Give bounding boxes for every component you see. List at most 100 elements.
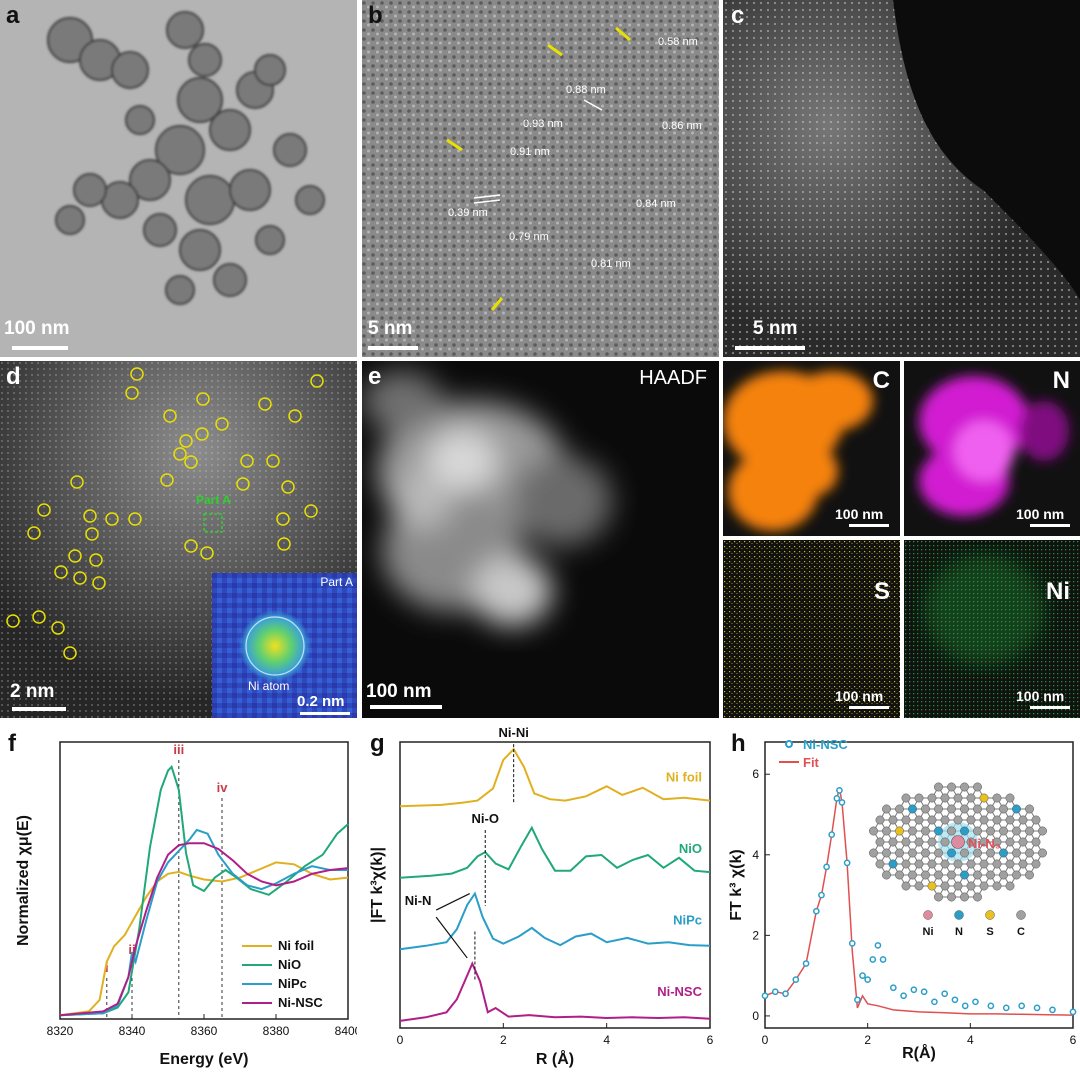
x-axis-label: R (Å) [536, 1049, 574, 1068]
data-point [1002, 1004, 1010, 1012]
panel-label-c: c [731, 2, 745, 29]
atom-c [914, 881, 924, 891]
atom-c [908, 848, 917, 858]
data-point [874, 942, 882, 949]
data-point [910, 986, 918, 994]
atom-c [979, 859, 989, 869]
eds-label-n: N [1052, 367, 1070, 394]
data-point [802, 960, 810, 967]
atom-c [875, 815, 885, 825]
data-point [1033, 1004, 1041, 1012]
data-point [812, 907, 820, 915]
atom-c [934, 892, 943, 902]
x-tick-label-4: 8400 [335, 1024, 357, 1038]
atom-c [947, 892, 956, 902]
scale-text-e: 100 nm [366, 681, 432, 702]
atom-c [934, 804, 943, 814]
y-axis-label: Normalized χμ(E) [15, 815, 32, 946]
data-point [818, 891, 825, 899]
series-line-ni-foil [399, 747, 711, 808]
atom-c [1005, 837, 1015, 847]
y-tick-label-3: 6 [752, 767, 759, 781]
atom-c [973, 892, 982, 902]
atom-c [986, 804, 995, 814]
atom-c [882, 804, 891, 814]
series-label-3: Ni-NSC [657, 984, 702, 999]
eds-label-ni: Ni [1046, 578, 1070, 605]
atom-c [966, 837, 976, 847]
atom-c [895, 848, 904, 858]
atom-c [973, 804, 982, 814]
atom-c [1025, 826, 1034, 836]
atom-c [992, 837, 1002, 847]
atom-c [921, 848, 930, 858]
legend-label-1: NiO [278, 957, 301, 972]
atom-c [1018, 815, 1028, 825]
panel-label-g: g [370, 730, 385, 757]
atom-c [960, 782, 969, 792]
atom-c [1031, 837, 1041, 847]
data-point [1049, 1006, 1056, 1014]
data-point [1018, 1002, 1026, 1010]
series-line-nio [399, 825, 711, 879]
inset-scale-text: 0.2 nm [297, 693, 345, 710]
atom-c [875, 859, 885, 869]
legend-atom-3 [1016, 910, 1026, 920]
data-point [941, 990, 949, 998]
legend-atom-2 [985, 910, 995, 920]
scale-bar-e [370, 705, 442, 709]
atom-c [940, 793, 950, 803]
ni-n3-structure-inset: Ni-N₃ Ni N S C [869, 782, 1047, 938]
atom-c [875, 837, 885, 847]
eds-scale-bar-s [849, 706, 889, 709]
y-tick-label-1: 2 [752, 928, 759, 942]
atom-c [921, 870, 930, 880]
x-tick-label-0: 0 [762, 1033, 769, 1047]
y-tick-label-2: 4 [752, 848, 759, 862]
panel-f-xanes-chart: f 8320 8340 8360 8380 8400 Energy (eV) Normali… [0, 722, 357, 1073]
data-point [1069, 1008, 1077, 1016]
atom-c [888, 837, 898, 847]
scale-text-c: 5 nm [753, 318, 798, 339]
atom-c [1031, 815, 1041, 825]
atom-c [953, 793, 963, 803]
data-point [987, 1002, 995, 1010]
data-point [900, 992, 907, 1000]
atom-c [914, 859, 924, 869]
scale-text-d: 2 nm [10, 681, 55, 702]
atom-c [869, 826, 878, 836]
eds-scale-bar-ni [1030, 706, 1070, 709]
series-line-ni-foil [59, 861, 349, 1017]
atom-c [992, 859, 1002, 869]
atom-c [947, 870, 956, 880]
panel-b-hrtem-image: b 0.58 nm 0.88 nm 0.93 nm 0.86 nm 0.91 n… [362, 0, 719, 357]
atom-c [953, 859, 963, 869]
eds-scale-bar-n [1030, 524, 1070, 527]
atom-c [934, 870, 943, 880]
data-point [848, 940, 856, 947]
atom-c [940, 837, 950, 847]
atom-c [1012, 848, 1021, 858]
x-tick-label-3: 6 [1070, 1033, 1077, 1047]
atom-c [901, 837, 911, 847]
atom-c [986, 826, 995, 836]
legend-label-1: Fit [803, 755, 820, 770]
data-point [859, 972, 866, 979]
panel-label-h: h [731, 730, 746, 757]
atom-c [901, 859, 911, 869]
annotation-1: Ni-O [472, 811, 499, 826]
atom-c [966, 859, 976, 869]
x-tick-label-1: 8340 [119, 1024, 146, 1038]
data-point [920, 988, 928, 996]
atom-c [921, 826, 930, 836]
x-tick-label-2: 4 [603, 1033, 610, 1047]
x-tick-label-1: 2 [864, 1033, 871, 1047]
atom-c [947, 804, 956, 814]
data-point [931, 998, 938, 1006]
atom-c [1018, 859, 1028, 869]
panel-e-haadf-image: e HAADF 100 nm [362, 361, 719, 718]
panel-g-ft-exafs-chart: g 0 2 4 6 R (Å) |FT k³χ(k)| Ni foil NiO NiPc Ni-N… [362, 722, 719, 1073]
y-axis-label: FT k³ χ(k) [728, 849, 745, 920]
exafs-fit-plot: 0 2 4 6 0 2 4 6 R(Å) FT k³ χ(k) Ni-NSC Fit Ni-N₃ Ni N S… [728, 737, 1077, 1062]
atom-c [966, 793, 976, 803]
